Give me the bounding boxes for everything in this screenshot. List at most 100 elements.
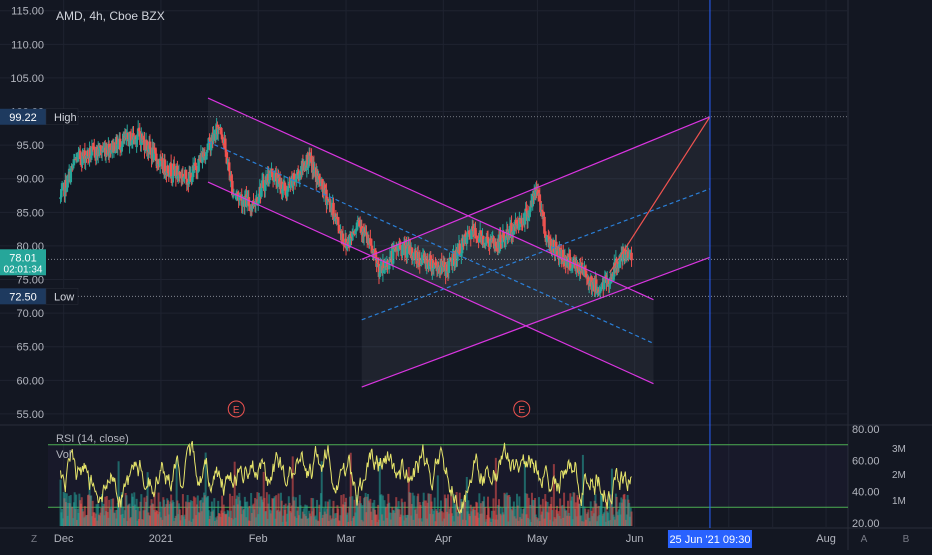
candle-body[interactable]	[369, 238, 372, 244]
candle-body[interactable]	[516, 223, 520, 226]
candle-body[interactable]	[257, 197, 261, 202]
candle-body[interactable]	[549, 240, 553, 246]
candle-body[interactable]	[217, 126, 221, 129]
candle-body[interactable]	[466, 232, 469, 237]
candle-body[interactable]	[276, 173, 280, 187]
candle-body[interactable]	[448, 257, 451, 261]
candle-body[interactable]	[194, 162, 197, 166]
candle-body[interactable]	[619, 258, 622, 262]
candle-body[interactable]	[432, 267, 436, 269]
candle-body[interactable]	[500, 242, 504, 244]
candle-body[interactable]	[105, 150, 109, 155]
candle-body[interactable]	[69, 170, 73, 183]
candle-body[interactable]	[118, 138, 122, 150]
candle-body[interactable]	[153, 147, 156, 150]
candle-body[interactable]	[337, 224, 341, 231]
candle-body[interactable]	[463, 235, 466, 244]
candle-body[interactable]	[136, 135, 139, 140]
candle-body[interactable]	[132, 136, 136, 140]
candle-body[interactable]	[568, 253, 571, 258]
candle-body[interactable]	[591, 282, 594, 290]
candle-body[interactable]	[401, 244, 404, 256]
candle-body[interactable]	[272, 180, 276, 182]
candle-body[interactable]	[356, 220, 360, 227]
candle-body[interactable]	[418, 257, 422, 265]
candle-body[interactable]	[414, 250, 418, 259]
candle-body[interactable]	[561, 249, 565, 262]
candle-body[interactable]	[89, 147, 92, 158]
candle-body[interactable]	[187, 183, 190, 185]
candle-body[interactable]	[325, 198, 329, 206]
candle-body[interactable]	[382, 261, 385, 271]
candle-body[interactable]	[327, 200, 331, 202]
candle-body[interactable]	[520, 218, 524, 223]
candle-body[interactable]	[471, 226, 475, 232]
candle-body[interactable]	[208, 138, 211, 140]
candle-body[interactable]	[630, 252, 633, 261]
candle-body[interactable]	[602, 282, 606, 290]
candle-body[interactable]	[416, 252, 420, 264]
candle-body[interactable]	[121, 141, 124, 147]
candle-body[interactable]	[197, 158, 200, 172]
candle-body[interactable]	[425, 259, 429, 269]
candle-body[interactable]	[220, 134, 224, 140]
candle-body[interactable]	[332, 219, 336, 221]
candle-body[interactable]	[178, 172, 182, 175]
candle-body[interactable]	[512, 224, 516, 235]
candle-body[interactable]	[277, 173, 280, 179]
candle-body[interactable]	[292, 173, 296, 181]
candle-body[interactable]	[102, 148, 105, 151]
ascending-channel-midline[interactable]	[361, 188, 711, 321]
ascending-channel-lower[interactable]	[361, 256, 711, 388]
candle-body[interactable]	[154, 153, 158, 162]
candle-body[interactable]	[138, 131, 142, 137]
candle-body[interactable]	[460, 253, 463, 257]
candle-body[interactable]	[536, 189, 540, 196]
candle-body[interactable]	[478, 230, 482, 239]
candle-body[interactable]	[128, 131, 131, 147]
candle-body[interactable]	[98, 145, 102, 156]
candle-body[interactable]	[187, 171, 191, 184]
candle-body[interactable]	[60, 188, 64, 190]
candle-body[interactable]	[487, 242, 491, 246]
candle-body[interactable]	[76, 153, 80, 162]
candle-body[interactable]	[398, 243, 402, 249]
candle-body[interactable]	[479, 230, 483, 234]
candle-body[interactable]	[541, 211, 545, 220]
candle-body[interactable]	[499, 234, 502, 242]
candle-body[interactable]	[310, 155, 313, 162]
candle-body[interactable]	[260, 188, 263, 197]
candle-body[interactable]	[467, 230, 471, 234]
candle-body[interactable]	[90, 146, 94, 156]
candle-body[interactable]	[490, 239, 494, 241]
candle-body[interactable]	[120, 146, 124, 150]
earnings-marker[interactable]	[227, 400, 245, 418]
candle-body[interactable]	[547, 235, 550, 237]
candle-body[interactable]	[280, 181, 284, 194]
candle-body[interactable]	[354, 231, 357, 234]
candle-body[interactable]	[353, 233, 356, 235]
candle-body[interactable]	[514, 219, 518, 226]
candle-body[interactable]	[433, 262, 436, 268]
candle-body[interactable]	[423, 253, 426, 259]
candle-body[interactable]	[410, 247, 414, 257]
candle-body[interactable]	[179, 174, 182, 177]
candle-body[interactable]	[607, 279, 611, 286]
candle-body[interactable]	[401, 242, 405, 245]
candle-body[interactable]	[230, 175, 233, 181]
candle-body[interactable]	[605, 275, 608, 283]
candle-body[interactable]	[227, 162, 231, 172]
candle-body[interactable]	[598, 291, 602, 293]
candle-body[interactable]	[344, 238, 348, 249]
candle-body[interactable]	[545, 236, 549, 242]
candle-body[interactable]	[603, 276, 607, 283]
candle-body[interactable]	[72, 159, 76, 166]
candle-body[interactable]	[212, 134, 215, 142]
auto-scale-button[interactable]: A	[861, 534, 868, 545]
candle-body[interactable]	[148, 141, 152, 149]
candle-body[interactable]	[312, 163, 316, 172]
candle-body[interactable]	[378, 271, 382, 277]
candle-body[interactable]	[196, 171, 200, 173]
candle-body[interactable]	[567, 253, 571, 267]
